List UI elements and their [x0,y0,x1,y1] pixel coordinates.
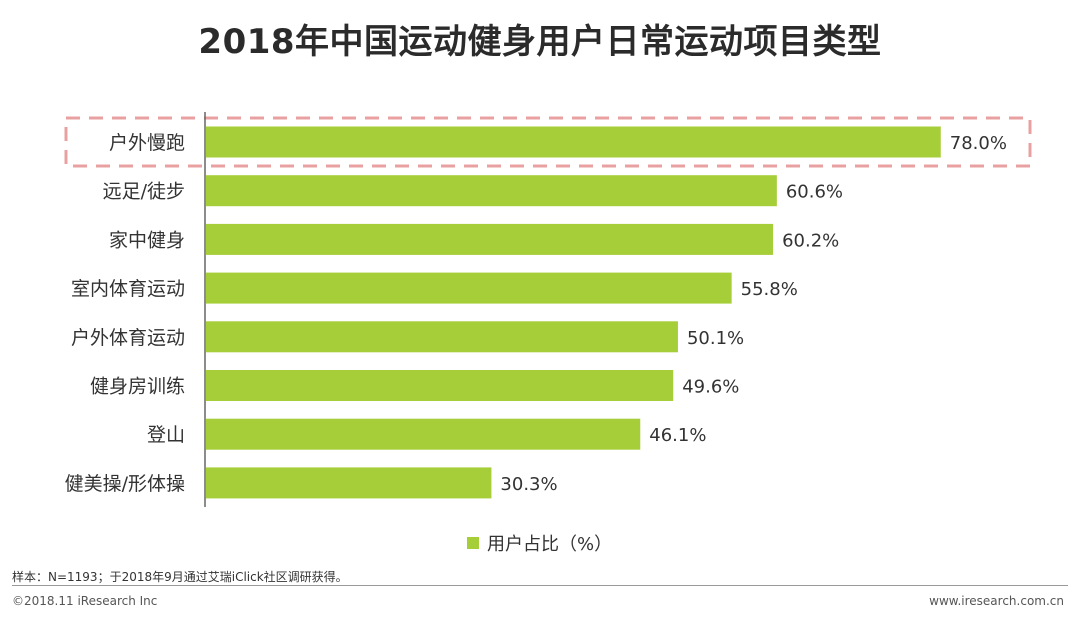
bar-1 [206,175,777,207]
category-label-0: 户外慢跑 [109,132,185,154]
value-label-0: 78.0% [950,133,1007,154]
bar-2 [206,223,774,255]
category-label-1: 远足/徒步 [103,181,185,203]
value-label-1: 60.6% [786,182,843,203]
bar-0 [206,126,941,158]
legend-swatch [467,537,479,549]
value-label-3: 55.8% [741,279,798,300]
bar-3 [206,272,732,304]
category-label-2: 家中健身 [109,229,185,251]
category-label-7: 健美操/形体操 [65,473,185,495]
value-label-2: 60.2% [782,230,839,251]
bar-5 [206,370,674,401]
sample-note: 样本：N=1193；于2018年9月通过艾瑞iClick社区调研获得。 [12,570,348,584]
value-label-5: 49.6% [682,377,739,398]
legend: 用户占比（%） [467,530,612,556]
website-text: www.iresearch.com.cn [929,594,1064,608]
footer-divider [12,585,1068,586]
category-label-3: 室内体育运动 [71,278,185,300]
bar-4 [206,321,678,353]
bar-6 [206,418,641,450]
value-label-4: 50.1% [687,328,744,349]
category-label-6: 登山 [147,424,185,446]
bar-chart: 户外慢跑 78.0% 远足/徒步 60.6% 家中健身 60.2% 室内体育运动 55.8% 户… [64,112,1032,507]
value-label-6: 46.1% [649,425,706,446]
value-label-7: 30.3% [500,474,557,495]
bar-7 [206,467,492,499]
category-label-4: 户外体育运动 [71,327,185,349]
chart-title: 2018年中国运动健身用户日常运动项目类型 [198,22,882,62]
category-label-5: 健身房训练 [90,376,185,398]
legend-label: 用户占比（%） [487,534,613,555]
copyright-text: ©2018.11 iResearch Inc [12,594,158,608]
